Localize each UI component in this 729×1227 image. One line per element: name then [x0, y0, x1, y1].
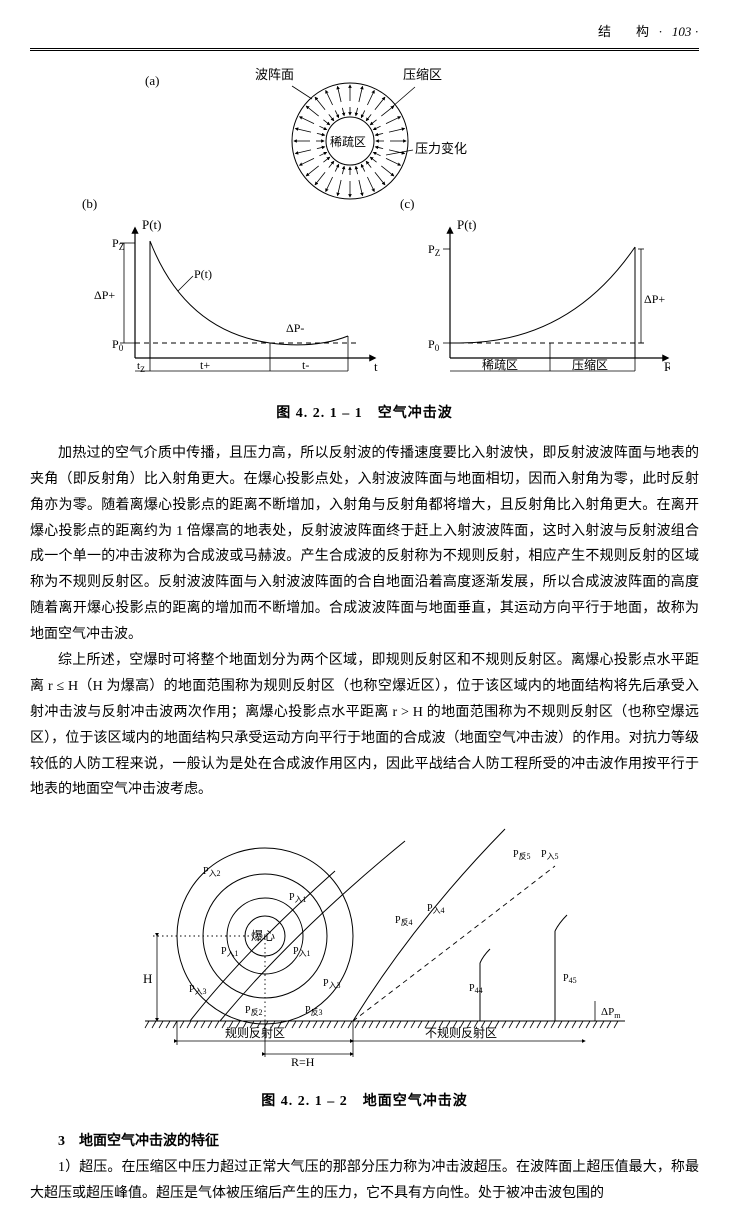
svg-text:P0: P0 — [428, 337, 440, 353]
panel-c-label: (c) — [400, 196, 414, 211]
chapter-label: 结 构 — [598, 24, 655, 39]
svg-text:P反4: P反4 — [395, 915, 413, 927]
axis-t-b: t — [374, 359, 378, 374]
circle-compress-label: 压缩区 — [403, 67, 442, 82]
svg-text:P44: P44 — [469, 983, 483, 995]
svg-text:P入2: P入2 — [203, 866, 221, 878]
rare-c: 稀疏区 — [482, 357, 518, 372]
svg-text:P45: P45 — [563, 973, 577, 985]
figure-4-2-1-1: (a) 波阵面 压缩区 稀疏区 压力变化 (b) P(t) t P — [30, 63, 699, 393]
axis-pt-b: P(t) — [142, 217, 162, 232]
page-number: 103 — [672, 24, 692, 39]
svg-text:P反3: P反3 — [305, 1005, 323, 1017]
circle-pressure-label: 压力变化 — [415, 141, 467, 156]
panel-b-label: (b) — [82, 196, 97, 211]
svg-text:P入4: P入4 — [427, 903, 445, 915]
para-2: 综上所述，空爆时可将整个地面划分为两个区域，即规则反射区和不规则反射区。离爆心投… — [30, 648, 699, 803]
svg-text:ΔPm: ΔPm — [601, 1006, 621, 1020]
svg-text:P入5: P入5 — [541, 849, 559, 861]
figure2-caption: 图 4. 2. 1 – 2 地面空气冲击波 — [30, 1089, 699, 1115]
section-3-head: 3 地面空气冲击波的特征 — [30, 1129, 699, 1155]
dPplus-c: ΔP+ — [644, 292, 665, 306]
pt-curve-b: P(t) — [194, 267, 212, 281]
page-header: 结 构 · 103 · — [30, 20, 699, 51]
tplus-b: t+ — [200, 358, 210, 372]
para-1: 加热过的空气介质中传播，且压力高，所以反射波的传播速度要比入射波快，即反射波波阵… — [30, 441, 699, 648]
tminus-b: t- — [302, 358, 309, 372]
reg-label: 规则反射区 — [225, 1025, 285, 1040]
svg-text:P入3: P入3 — [323, 978, 341, 990]
figure2-svg: H 爆心 P入2 P入1 P入1 P入1 P入3 P入3 P反2 P反3 P反4… — [85, 811, 645, 1071]
svg-text:P入1: P入1 — [289, 892, 307, 904]
svg-text:P0: P0 — [112, 337, 124, 353]
svg-text:P入1: P入1 — [221, 946, 239, 958]
axis-pt-c: P(t) — [457, 217, 477, 232]
item-1: 1）超压。在压缩区中压力超过正常大气压的那部分压力称为冲击波超压。在波阵面上超压… — [30, 1155, 699, 1207]
axis-R-c: R — [664, 359, 670, 374]
dPminus-b: ΔP- — [286, 321, 304, 335]
circle-rare-label: 稀疏区 — [330, 134, 366, 149]
figure1-svg: (a) 波阵面 压缩区 稀疏区 压力变化 (b) P(t) t P — [30, 63, 670, 383]
svg-text:P反5: P反5 — [513, 849, 531, 861]
svg-text:PZ: PZ — [428, 242, 440, 258]
dPm: ΔP — [601, 1006, 614, 1018]
irreg-label: 不规则反射区 — [425, 1025, 497, 1040]
svg-text:P入3: P入3 — [189, 984, 207, 996]
svg-text:P反2: P反2 — [245, 1005, 263, 1017]
svg-text:P入1: P入1 — [293, 946, 311, 958]
figure-4-2-1-2: H 爆心 P入2 P入1 P入1 P入1 P入3 P入3 P反2 P反3 P反4… — [30, 811, 699, 1081]
dPplus-b: ΔP+ — [94, 288, 115, 302]
compress-c: 压缩区 — [572, 357, 608, 372]
svg-text:tZ: tZ — [137, 360, 145, 374]
panel-a-label: (a) — [145, 73, 159, 88]
circle-wavefront-label: 波阵面 — [255, 67, 294, 82]
H-label: H — [143, 971, 152, 986]
svg-text:PZ: PZ — [112, 236, 124, 252]
RH-label: R=H — [291, 1055, 315, 1069]
figure1-caption: 图 4. 2. 1 – 1 空气冲击波 — [30, 401, 699, 427]
